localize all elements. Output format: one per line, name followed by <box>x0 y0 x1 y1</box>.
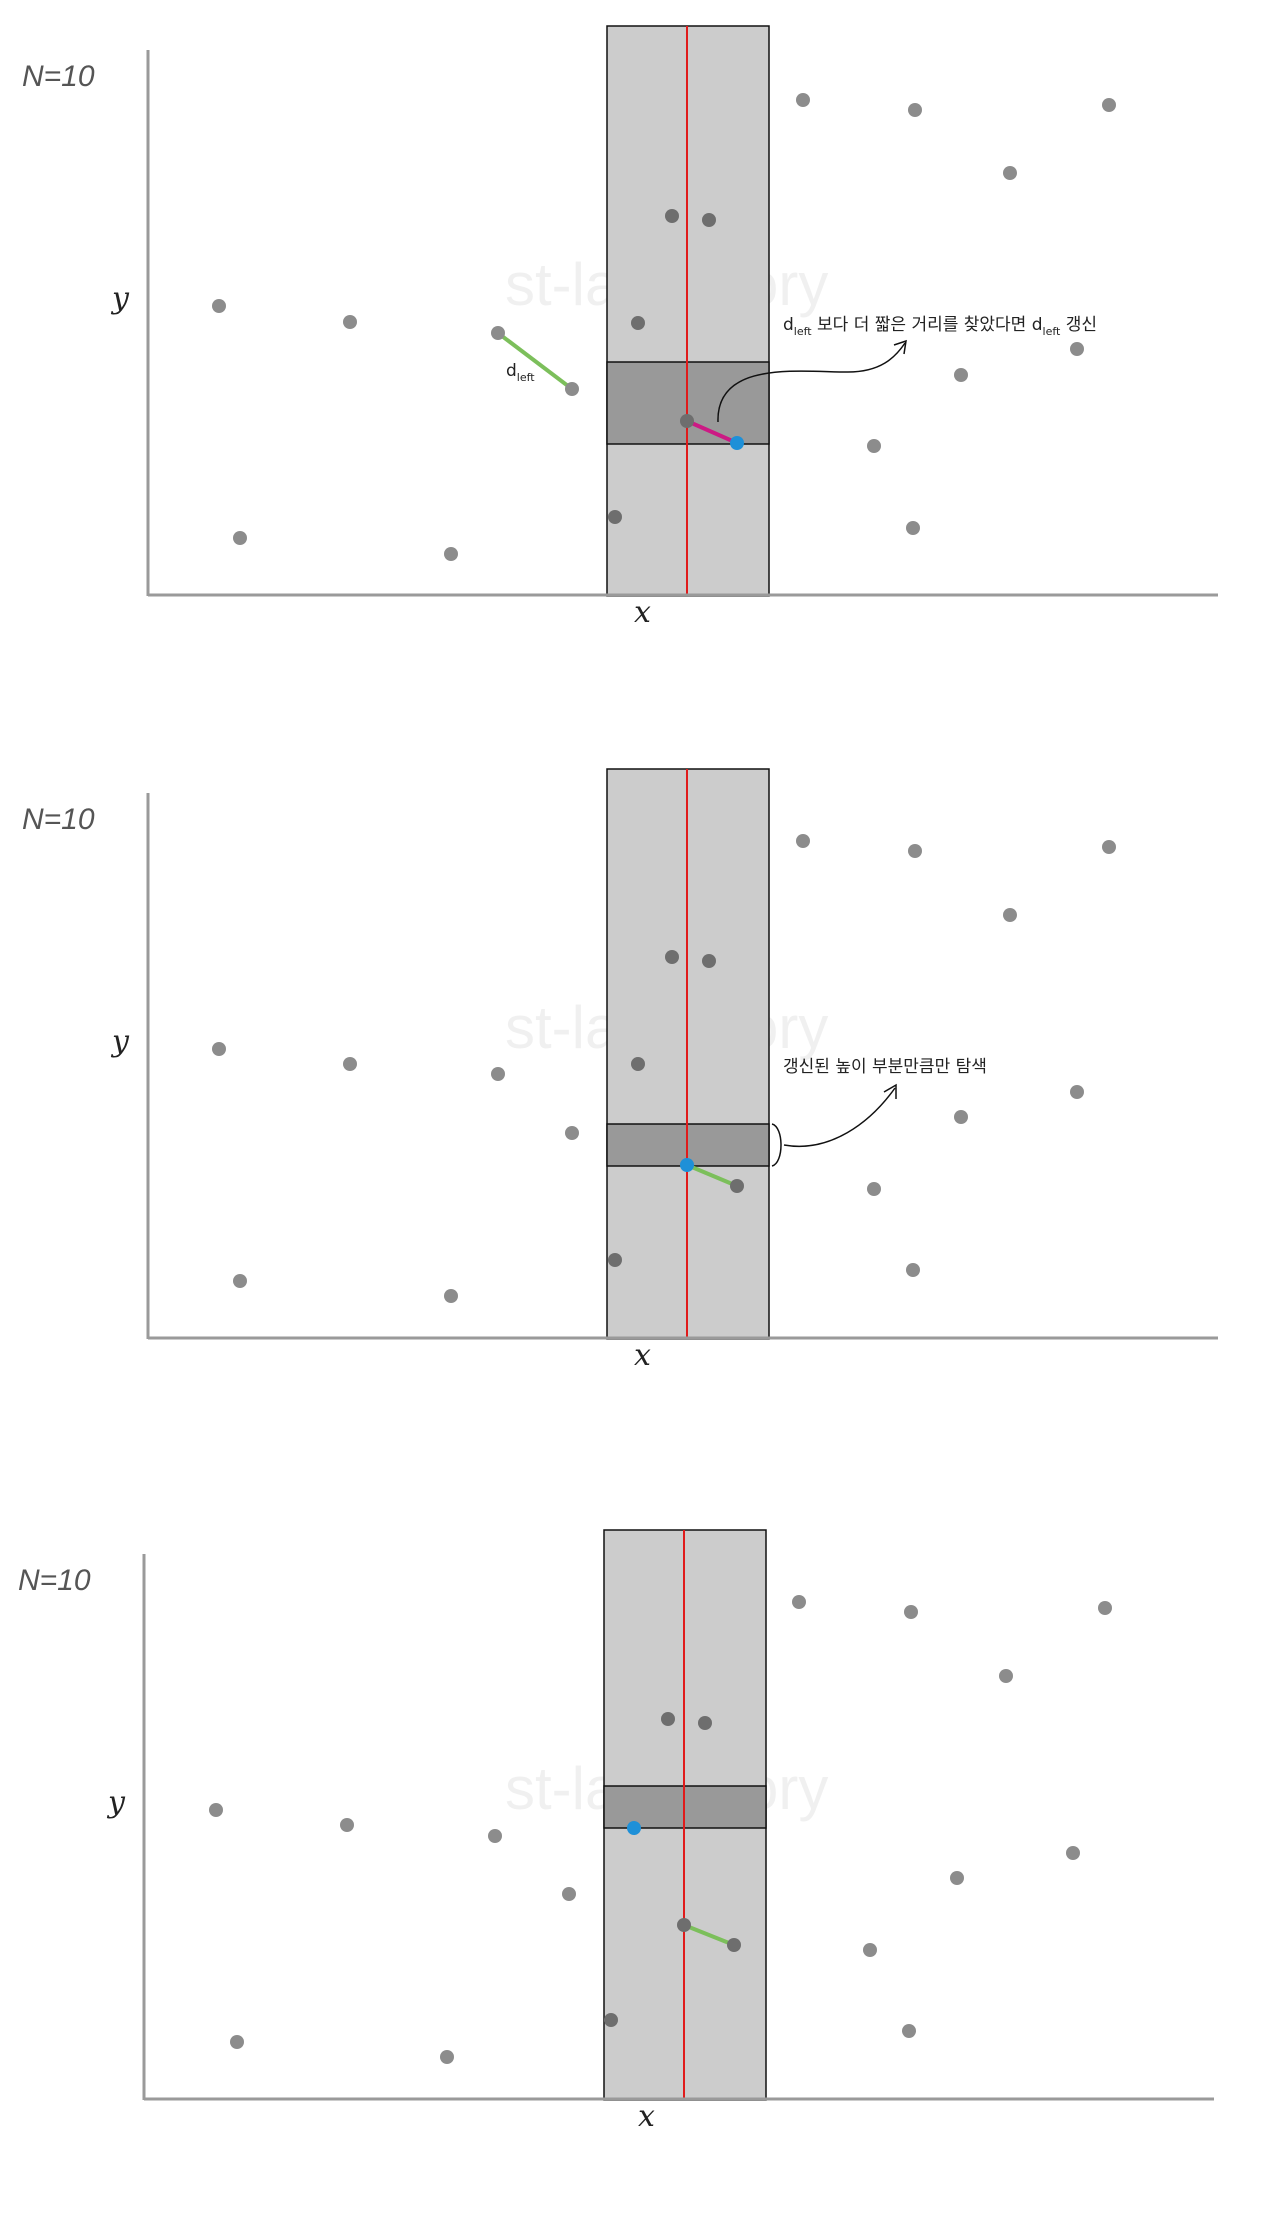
points <box>212 93 1116 561</box>
point <box>954 368 968 382</box>
point <box>212 299 226 313</box>
point <box>1102 840 1116 854</box>
point <box>230 2035 244 2049</box>
x-axis-label: x <box>634 1338 651 1373</box>
point <box>904 1605 918 1619</box>
closest-pair-diagram-2: st-lab.tistory N=10 y x 갱신된 높이 부분만큼만 탐색 <box>22 768 1218 1373</box>
point <box>908 103 922 117</box>
highlighted-point <box>730 436 744 450</box>
point <box>665 209 679 223</box>
point <box>491 1067 505 1081</box>
point <box>792 1595 806 1609</box>
point <box>1003 908 1017 922</box>
point <box>565 382 579 396</box>
arrow-head <box>883 1083 897 1099</box>
point <box>1003 166 1017 180</box>
point <box>562 1887 576 1901</box>
point <box>906 521 920 535</box>
point <box>1070 1085 1084 1099</box>
point <box>999 1669 1013 1683</box>
point <box>863 1943 877 1957</box>
point <box>1102 98 1116 112</box>
point <box>1070 342 1084 356</box>
height-brace <box>771 1123 782 1167</box>
point <box>954 1110 968 1124</box>
point <box>680 414 694 428</box>
point <box>665 950 679 964</box>
points <box>212 834 1116 1303</box>
candidate-segment <box>686 419 738 445</box>
point <box>604 2013 618 2027</box>
point <box>1066 1846 1080 1860</box>
point <box>444 547 458 561</box>
point <box>631 1057 645 1071</box>
point <box>440 2050 454 2064</box>
closest-pair-diagram-1: st-lab.tistory N=10 y x dleft dleft 보다 더… <box>22 25 1218 630</box>
points <box>209 1595 1112 2064</box>
point <box>702 954 716 968</box>
point <box>209 1803 223 1817</box>
point <box>212 1042 226 1056</box>
point <box>565 1126 579 1140</box>
point <box>608 1253 622 1267</box>
annotation-text: 갱신된 높이 부분만큼만 탐색 <box>783 1057 987 1077</box>
point <box>233 531 247 545</box>
annotation-arrow <box>717 342 906 423</box>
n-label: N=10 <box>22 803 95 836</box>
d-left-segment <box>683 1923 735 1947</box>
n-label: N=10 <box>22 60 95 93</box>
point <box>727 1938 741 1952</box>
point <box>702 213 716 227</box>
annotation-text: dleft 보다 더 짧은 거리를 찾았다면 dleft 갱신 <box>783 315 1097 338</box>
point <box>950 1871 964 1885</box>
highlighted-point <box>680 1158 694 1172</box>
point <box>608 510 622 524</box>
point <box>867 1182 881 1196</box>
y-axis-label: y <box>110 281 130 316</box>
point <box>902 2024 916 2038</box>
y-axis-label: y <box>110 1024 130 1059</box>
panel-1: st-lab.tistory N=10 y x dleft dleft 보다 더… <box>0 0 1280 700</box>
d-left-segment <box>496 331 574 391</box>
highlighted-point <box>627 1821 641 1835</box>
d-left-segment <box>686 1163 738 1188</box>
y-axis-label: y <box>106 1785 126 1820</box>
x-axis-label: x <box>634 595 651 630</box>
point <box>631 316 645 330</box>
d-left-label: dleft <box>506 361 535 384</box>
point <box>796 93 810 107</box>
panel-3: st-lab.tistory N=10 y x <box>0 1504 1280 2204</box>
point <box>488 1829 502 1843</box>
point <box>730 1179 744 1193</box>
point <box>661 1712 675 1726</box>
point <box>343 1057 357 1071</box>
point <box>677 1918 691 1932</box>
point <box>906 1263 920 1277</box>
point <box>340 1818 354 1832</box>
x-axis-label: x <box>638 2099 655 2134</box>
closest-pair-diagram-3: st-lab.tistory N=10 y x <box>18 1529 1214 2134</box>
point <box>867 439 881 453</box>
point <box>233 1274 247 1288</box>
point <box>343 315 357 329</box>
point <box>698 1716 712 1730</box>
n-label: N=10 <box>18 1564 91 1597</box>
point <box>908 844 922 858</box>
point <box>491 326 505 340</box>
arrow-head <box>893 339 907 355</box>
point <box>1098 1601 1112 1615</box>
annotation-arrow <box>783 1087 896 1147</box>
panel-2: st-lab.tistory N=10 y x 갱신된 높이 부분만큼만 탐색 <box>0 743 1280 1443</box>
point <box>796 834 810 848</box>
point <box>444 1289 458 1303</box>
